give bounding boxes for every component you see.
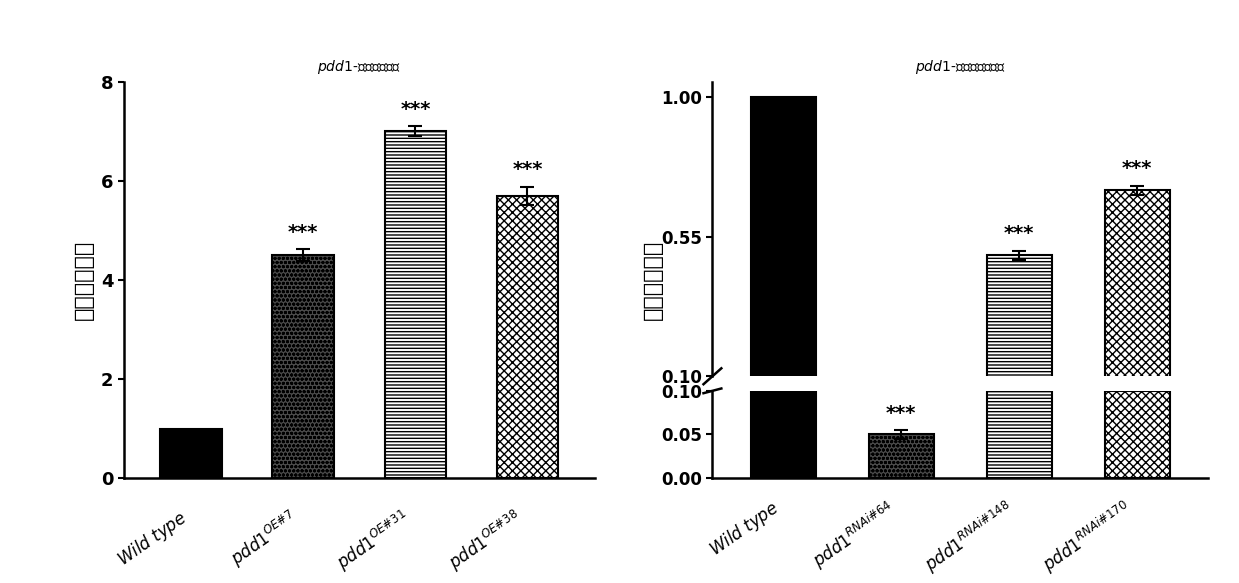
Y-axis label: 相对表达倍数: 相对表达倍数	[74, 240, 94, 320]
Text: ***: ***	[1123, 159, 1152, 178]
Text: 相对表达倍数: 相对表达倍数	[643, 240, 663, 320]
Bar	[1105, 190, 1170, 408]
Text: $\mathit{pdd1}^{\mathit{OE\#38}}$: $\mathit{pdd1}^{\mathit{OE\#38}}$	[445, 507, 528, 575]
Bar	[273, 255, 335, 478]
Text: ***: ***	[1004, 224, 1035, 243]
Bar	[160, 429, 222, 478]
Text: ***: ***	[886, 404, 917, 423]
Bar	[497, 195, 559, 478]
Bar	[751, 391, 815, 478]
Bar	[1105, 391, 1170, 478]
Text: ***: ***	[289, 223, 318, 242]
Bar	[986, 391, 1052, 478]
Text: $\mathit{Wild\ type}$: $\mathit{Wild\ type}$	[113, 507, 191, 571]
Text: $\mathit{pdd1}^{\mathit{OE\#31}}$: $\mathit{pdd1}^{\mathit{OE\#31}}$	[332, 507, 415, 575]
Title: $\mathit{pdd1}$-过表达突变体: $\mathit{pdd1}$-过表达突变体	[317, 58, 401, 76]
Text: $\mathit{pdd1}^{\mathit{OE\#7}}$: $\mathit{pdd1}^{\mathit{OE\#7}}$	[227, 507, 304, 571]
Text: ***: ***	[512, 160, 543, 179]
Text: $\mathit{pdd1}^{\mathit{RNAi\#170}}$: $\mathit{pdd1}^{\mathit{RNAi\#170}}$	[1038, 497, 1137, 577]
Bar	[986, 255, 1052, 408]
Title: $\mathit{pdd1}$-敲低表达突变体: $\mathit{pdd1}$-敲低表达突变体	[914, 58, 1006, 76]
Text: ***: ***	[400, 100, 430, 119]
Bar	[384, 131, 446, 478]
Bar	[751, 97, 815, 408]
Text: $\mathit{pdd1}^{\mathit{RNAi\#148}}$: $\mathit{pdd1}^{\mathit{RNAi\#148}}$	[921, 497, 1020, 577]
Bar	[869, 434, 934, 478]
Text: $\mathit{Wild\ type}$: $\mathit{Wild\ type}$	[705, 497, 783, 561]
Text: $\mathit{pdd1}^{\mathit{RNAi\#64}}$: $\mathit{pdd1}^{\mathit{RNAi\#64}}$	[808, 497, 901, 573]
